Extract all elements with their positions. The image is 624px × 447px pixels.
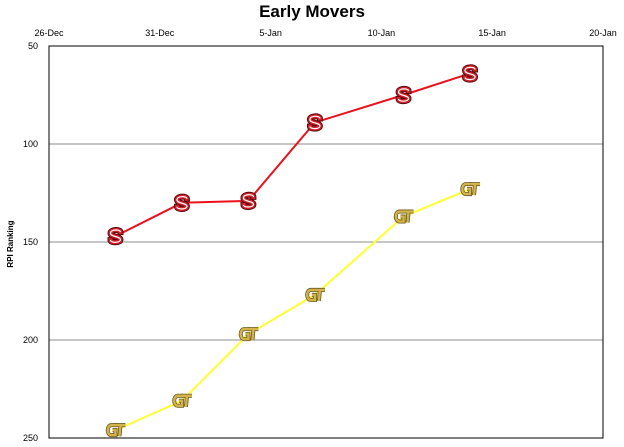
s-logo-inner [242,194,255,208]
x-tick-label: 5-Jan [259,28,282,38]
gt-logo-t [181,394,192,407]
y-tick-label: 200 [23,335,38,345]
gt-logo-marker [460,182,481,197]
y-tick-label: 250 [23,433,38,443]
gt-logo-t [248,327,259,341]
gt-logo-marker [238,327,259,342]
chart-title: Early Movers [259,2,365,21]
y-tick-labels: 50 100 150 200 250 [23,41,38,443]
series-line [115,188,471,432]
x-tick-labels: 26-Dec 31-Dec 5-Jan 10-Jan 15-Jan 20-Jan [34,28,616,38]
gt-logo-t [314,288,325,302]
x-tick-label: 26-Dec [34,28,64,38]
gt-logo-t [403,210,414,223]
s-logo-inner [109,229,122,243]
gt-logo-t [470,182,481,196]
s-logo-marker [173,193,190,212]
y-tick-label: 50 [28,41,38,51]
gt-logo-g [461,182,472,196]
gt-logo-marker [393,209,414,224]
x-tick-label: 10-Jan [368,28,396,38]
grid [49,143,603,341]
gt-logo-g [173,394,184,407]
x-tick-label: 20-Jan [589,28,617,38]
s-logo-marker [395,85,412,105]
s-logo-marker [462,64,479,83]
s-logo-marker [306,113,323,132]
y-axis-title: RPI Ranking [6,220,15,267]
series-lines [115,72,471,432]
s-logo-inner [309,115,321,130]
gt-logo-g [239,327,250,341]
y-tick-label: 150 [23,237,38,247]
y-tick-label: 100 [23,139,38,149]
markers [105,64,481,438]
gt-logo-t [115,423,126,437]
gt-logo-marker [105,423,126,438]
x-tick-label: 31-Dec [145,28,175,38]
gt-logo-marker [172,393,192,408]
series-line [115,72,471,238]
gt-logo-g [106,423,117,437]
s-logo-marker [107,226,124,246]
s-logo-marker [240,191,257,211]
gt-logo-g [305,288,317,302]
gt-logo-marker [305,287,325,302]
s-logo-inner [397,88,410,102]
s-logo-inner [464,66,476,81]
s-logo-inner [176,196,188,210]
x-tick-label: 15-Jan [478,28,506,38]
plot-border [48,45,604,439]
gt-logo-g [394,210,405,223]
plot-frame [48,45,604,439]
